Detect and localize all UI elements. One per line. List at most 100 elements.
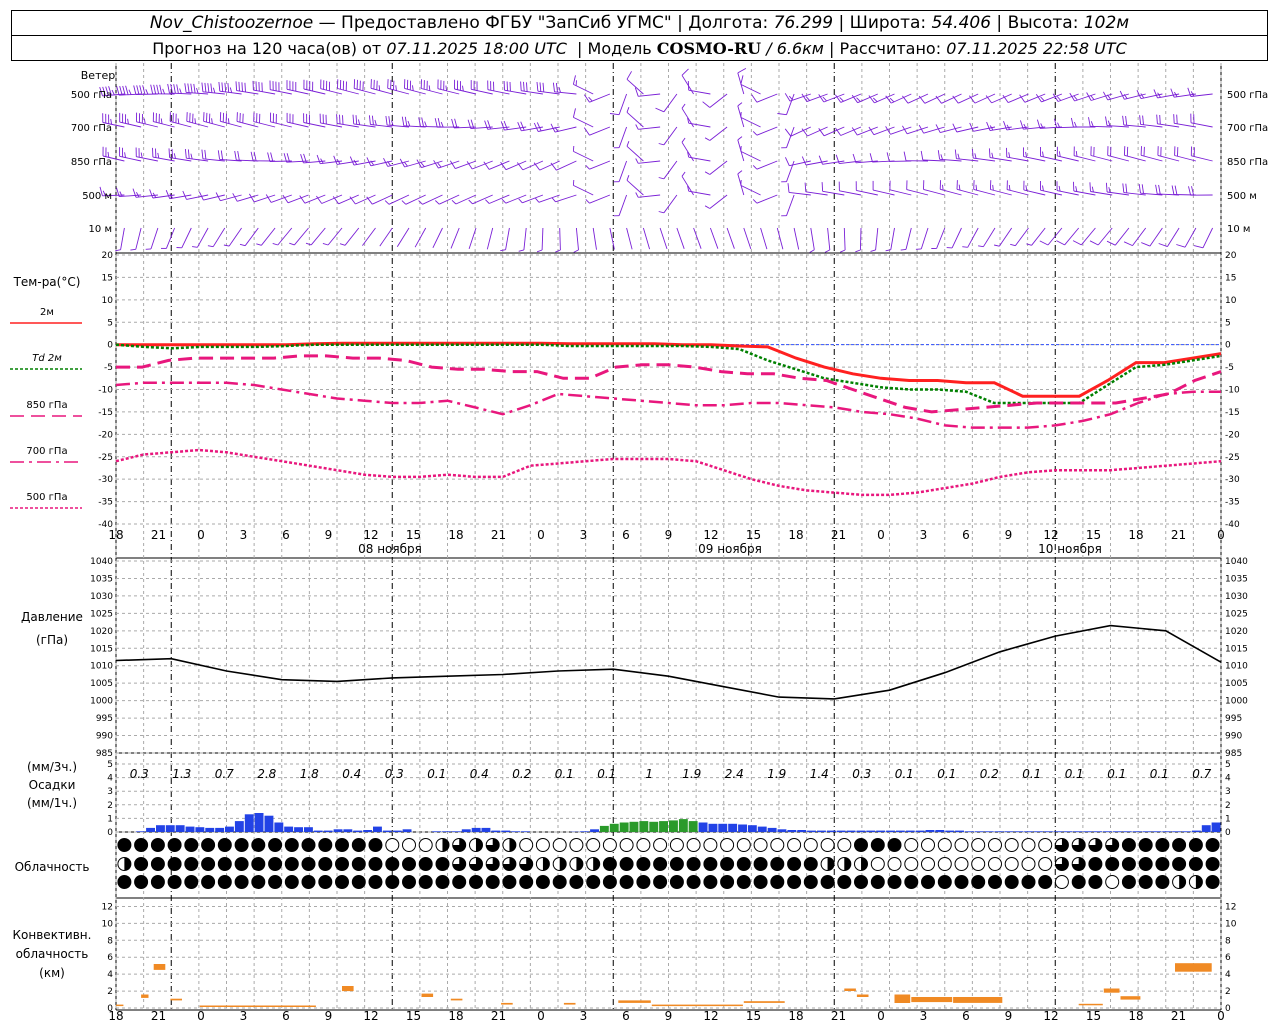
cloud-symbol: [251, 838, 266, 852]
temp-ytick-right: 15: [1225, 273, 1236, 283]
wind-barb-flag: [190, 83, 193, 93]
precip-3h-label: 0.7: [215, 767, 234, 781]
wind-barb-flag: [433, 160, 439, 169]
wind-barb-staff: [805, 191, 828, 196]
wind-barb-staff: [136, 156, 158, 162]
wind-barb-staff: [1107, 191, 1129, 196]
wind-barb-flag: [139, 85, 143, 95]
wind-barb-staff: [990, 189, 1012, 196]
wind-barb-flag: [368, 115, 371, 125]
conv-title-3: (км): [39, 966, 65, 980]
wind-barb-staff: [554, 91, 577, 95]
precip-bar: [353, 830, 363, 832]
cloud-symbol: [1138, 857, 1153, 871]
wind-barb-staff: [219, 158, 242, 162]
wind-barb-staff: [810, 227, 815, 250]
temp-ytick-left: 0: [107, 341, 113, 351]
cloud-symbol: [167, 875, 182, 889]
wind-barb-staff: [1057, 155, 1079, 162]
temp-ytick-right: -10: [1225, 386, 1240, 396]
wind-barb-flag: [124, 152, 126, 158]
wind-barb-flag: [520, 121, 525, 131]
wind-barb-flag: [403, 161, 408, 167]
wind-barb-flag: [201, 82, 204, 92]
wind-barb-staff: [951, 227, 962, 249]
precip-3h-label: 0.1: [937, 767, 956, 781]
wind-barb-staff: [438, 160, 460, 169]
wind-barb-flag: [437, 162, 442, 168]
wind-barb-flag: [1035, 94, 1042, 103]
wind-barb-flag: [244, 82, 246, 93]
pressure-ytick-right: 1005: [1225, 679, 1248, 689]
wind-barb-flag: [173, 153, 176, 159]
precip-bar: [313, 830, 323, 832]
cloud-symbol: [1188, 857, 1203, 871]
hour-label-bottom: 3: [580, 1009, 588, 1023]
wind-barbs-layer: [99, 68, 1214, 253]
precip-bar: [945, 830, 955, 832]
cloud-symbol: [535, 875, 550, 889]
wind-barb-staff: [936, 227, 946, 249]
wind-barb-staff: [940, 126, 962, 134]
wind-level-right-0: 500 гПа: [1227, 90, 1268, 101]
temp-ytick-right: -35: [1225, 498, 1240, 508]
cloud-fill: [593, 857, 600, 871]
wind-barb-staff: [823, 126, 845, 137]
hour-label-bottom: 3: [240, 1009, 248, 1023]
cloud-symbol: [402, 857, 416, 871]
wind-barb-flag: [886, 152, 890, 162]
precip-bar: [363, 830, 373, 832]
wind-barb-flag: [1040, 123, 1044, 129]
temp-ytick-left: -5: [104, 363, 113, 373]
cloud-symbol: [301, 838, 316, 852]
wind-barb-flag: [440, 121, 444, 128]
cloud-symbol: [921, 875, 935, 889]
precip-bar: [392, 830, 402, 832]
cloud-symbol: [217, 838, 232, 852]
precip-bar: [1152, 831, 1162, 832]
conv-ytick-left: 2: [107, 987, 113, 997]
precip-bar: [471, 827, 481, 832]
wind-barb-staff: [1023, 189, 1046, 196]
wind-level-left-4: 10 м: [89, 224, 112, 235]
wind-barb-flag: [523, 81, 525, 92]
wind-barb-flag: [192, 246, 198, 248]
cloud-symbol: [1088, 857, 1103, 871]
cloud-symbol: [402, 838, 416, 852]
wind-barb-flag: [289, 242, 295, 246]
temp-ytick-right: -25: [1225, 453, 1240, 463]
wind-barb-staff: [874, 93, 895, 104]
cloud-symbol: [552, 875, 567, 889]
cloud-symbol: [284, 875, 299, 889]
wind-barb-flag: [1157, 92, 1161, 98]
temp-series-0: [116, 341, 1222, 398]
wind-barb-flag: [752, 199, 758, 204]
wind-barb-flag: [253, 151, 257, 161]
wind-barb-flag: [626, 141, 630, 147]
temp-ytick-left: -35: [98, 498, 113, 508]
wind-barb-staff: [743, 227, 752, 250]
cloud-symbol: [887, 875, 902, 889]
cloud-symbol: [318, 875, 333, 889]
wind-barb-flag: [462, 85, 464, 92]
cloud-symbol: [971, 875, 986, 889]
wind-barb-flag: [902, 95, 909, 104]
wind-barb-flag: [1040, 96, 1045, 102]
wind-barb-flag: [167, 83, 170, 94]
hour-label-bottom: 21: [831, 1009, 846, 1023]
wind-barb-staff: [941, 93, 962, 104]
precip-bar: [678, 819, 688, 832]
wind-barb-flag: [868, 126, 875, 135]
wind-barb-flag: [868, 95, 875, 104]
wind-barb-staff: [1031, 227, 1046, 246]
conv-bar: [1103, 988, 1120, 993]
cloud-symbol: [385, 857, 400, 871]
wind-barb-flag: [286, 153, 291, 163]
wind-barb-staff: [709, 227, 719, 249]
cloud-symbol: [201, 838, 216, 852]
wind-barb-staff: [370, 87, 393, 95]
precip-bar: [738, 824, 747, 832]
wind-barb-staff: [998, 227, 1013, 247]
cloud-symbol: [619, 875, 634, 889]
precip-bar: [146, 827, 155, 832]
